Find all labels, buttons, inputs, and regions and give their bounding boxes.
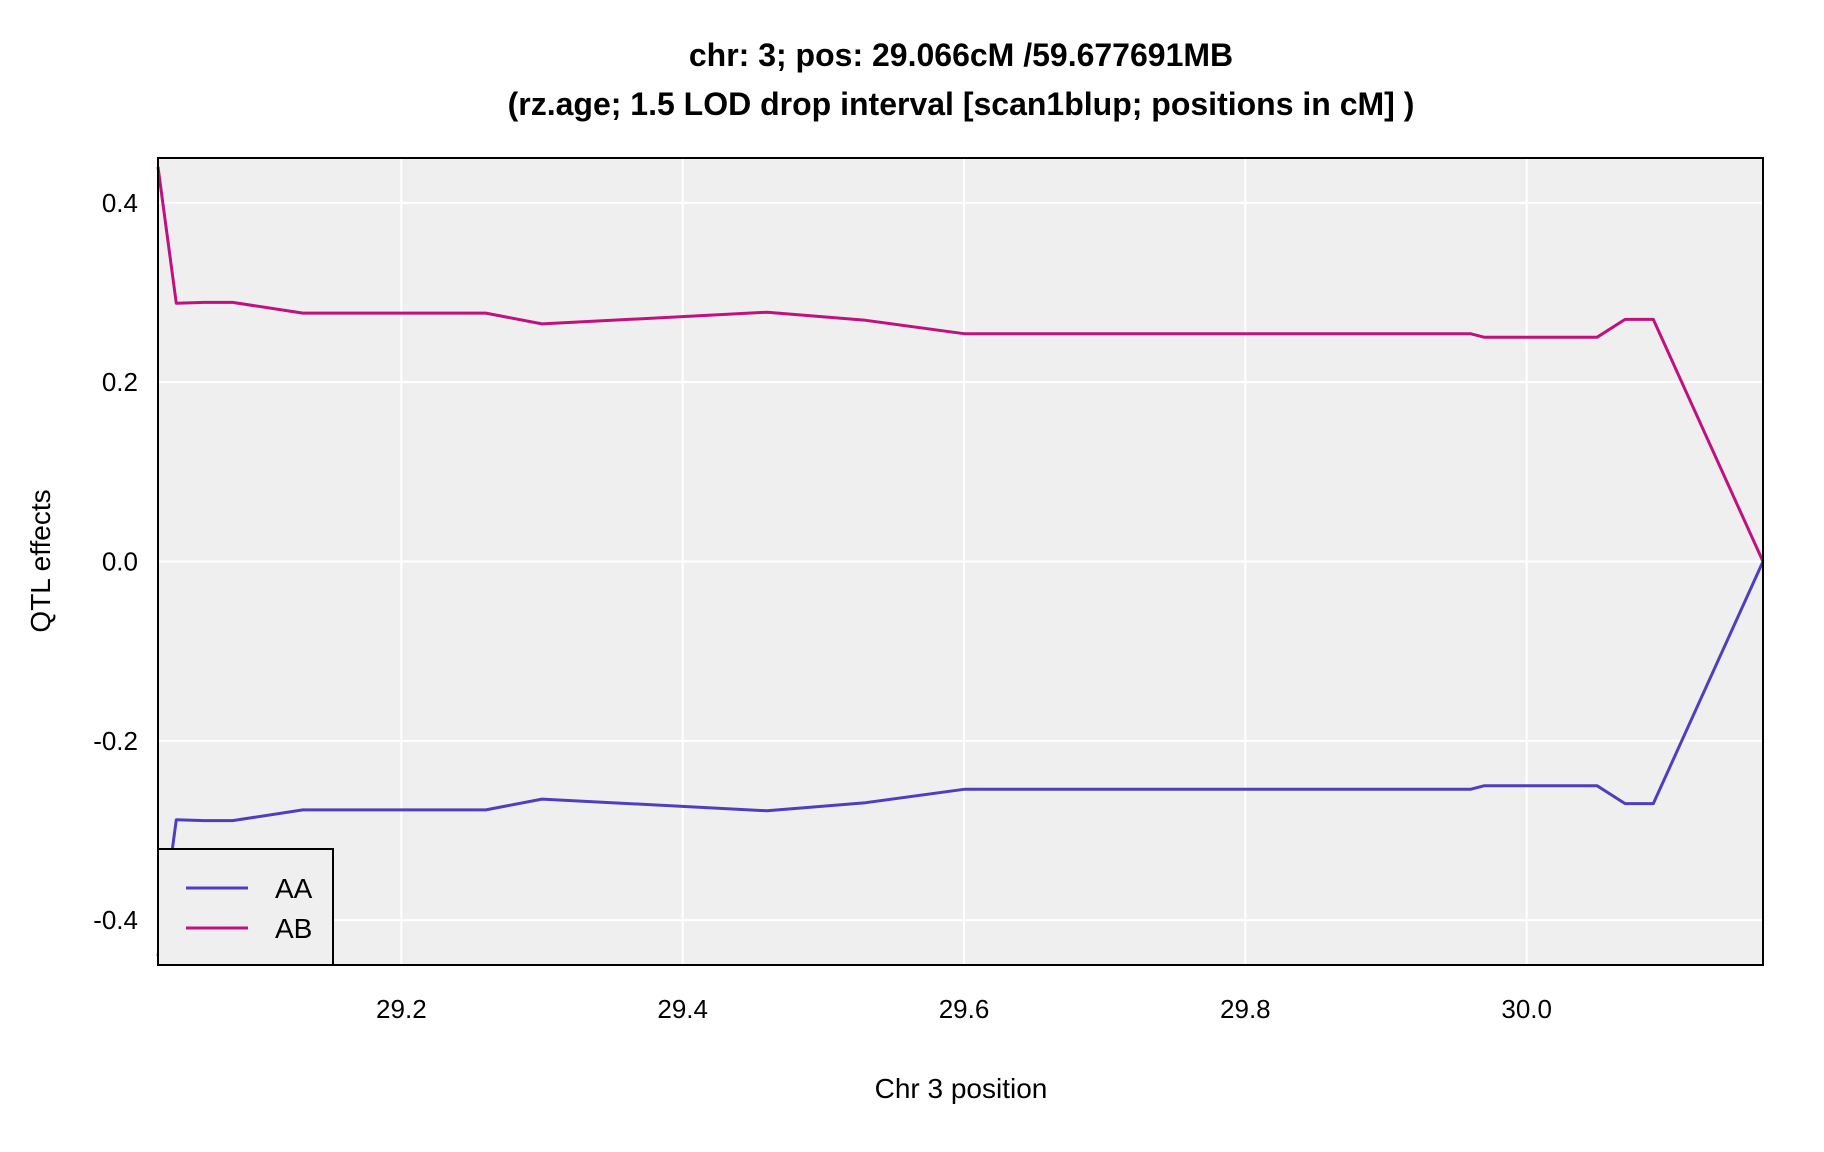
- plot-area-border: [157, 157, 1764, 966]
- series-lines: [156, 166, 1765, 957]
- x-tick-label: 30.0: [1501, 994, 1552, 1024]
- chart-title: chr: 3; pos: 29.066cM /59.677691MB: [689, 37, 1233, 73]
- x-tick-label: 29.4: [657, 994, 708, 1024]
- legend-box: [157, 848, 334, 966]
- y-tick-label: -0.4: [93, 905, 138, 935]
- y-axis-ticks: -0.4 -0.2 0.0 0.2 0.4: [93, 188, 138, 935]
- legend-label-ab: AB: [275, 913, 312, 944]
- legend-label-aa: AA: [275, 873, 313, 904]
- y-axis-label: QTL effects: [25, 489, 56, 632]
- x-axis-ticks: 29.2 29.4 29.6 29.8 30.0: [376, 994, 1552, 1024]
- series-line-ab: [156, 166, 1765, 563]
- x-tick-label: 29.6: [939, 994, 990, 1024]
- x-tick-label: 29.2: [376, 994, 427, 1024]
- chart-subtitle: (rz.age; 1.5 LOD drop interval [scan1blu…: [508, 86, 1415, 122]
- y-tick-label: 0.2: [102, 367, 138, 397]
- x-tick-label: 29.8: [1220, 994, 1271, 1024]
- y-tick-label: 0.4: [102, 188, 138, 218]
- series-line-aa: [156, 560, 1765, 957]
- y-tick-label: -0.2: [93, 726, 138, 756]
- grid-lines: [158, 158, 1763, 965]
- x-axis-label: Chr 3 position: [875, 1073, 1048, 1104]
- legend: AA AB: [157, 848, 334, 966]
- y-tick-label: 0.0: [102, 547, 138, 577]
